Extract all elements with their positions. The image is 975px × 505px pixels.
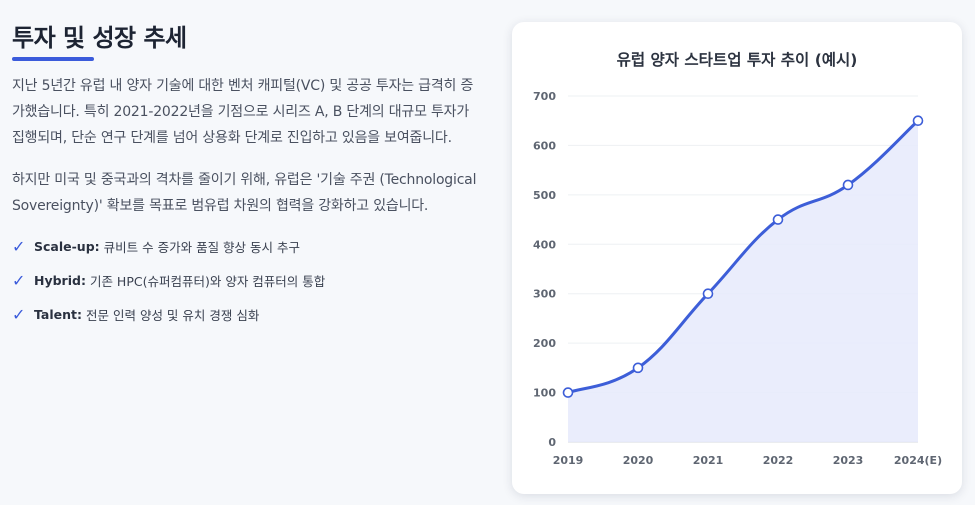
y-tick-label: 700 — [533, 90, 556, 103]
bullet-talent: ✓ Talent: 전문 인력 양성 및 유치 경쟁 심화 — [12, 303, 482, 325]
check-icon: ✓ — [12, 304, 26, 324]
bullet-scale-up: ✓ Scale-up: 큐비트 수 증가와 품질 향상 동시 추구 — [12, 235, 482, 257]
data-point-2023 — [842, 179, 854, 191]
y-tick-label: 400 — [533, 238, 556, 251]
bullet-label: Hybrid: — [34, 272, 86, 288]
x-tick-label: 2019 — [553, 454, 584, 467]
text-section: 투자 및 성장 추세 지난 5년간 유럽 내 양자 기술에 대한 벤처 캐피털(… — [12, 18, 482, 337]
y-tick-label: 300 — [533, 288, 556, 301]
line-chart: 0 100 200 300 400 500 600 700 2019 2020 2021 2022 20… — [533, 90, 942, 467]
paragraph-investment: 지난 5년간 유럽 내 양자 기술에 대한 벤처 캐피털(VC) 및 공공 투자… — [12, 78, 474, 146]
bullet-label: Scale-up: — [34, 238, 100, 254]
x-tick-label: 2020 — [623, 454, 654, 467]
bullet-text: 전문 인력 양성 및 유치 경쟁 심화 — [86, 307, 260, 323]
x-tick-label: 2023 — [833, 454, 864, 467]
data-point-2021 — [702, 288, 714, 300]
bullet-hybrid: ✓ Hybrid: 기존 HPC(슈퍼컴퓨터)와 양자 컴퓨터의 통합 — [12, 269, 482, 291]
paragraph-sovereignty: 하지만 미국 및 중국과의 격차를 줄이기 위해, 유럽은 '기술 주권 (Te… — [12, 172, 477, 214]
data-point-2020 — [632, 362, 644, 374]
data-point-2022 — [772, 214, 784, 225]
y-tick-label: 0 — [548, 436, 556, 449]
y-tick-label: 200 — [533, 337, 556, 350]
chart-title: 유럽 양자 스타트업 투자 추이 (예시) — [616, 51, 858, 69]
x-tick-label: 2022 — [763, 454, 794, 467]
data-point-2019 — [562, 387, 574, 398]
bullet-list: ✓ Scale-up: 큐비트 수 증가와 품질 향상 동시 추구 ✓ Hybr… — [12, 235, 482, 325]
check-icon: ✓ — [12, 270, 26, 290]
check-icon: ✓ — [12, 236, 26, 256]
area-fill — [568, 120, 918, 442]
chart-card: 유럽 양자 스타트업 투자 추이 (예시) 0 100 200 300 400 500 60… — [512, 22, 962, 494]
x-tick-label: 2024(E) — [894, 454, 942, 467]
section-title: 투자 및 성장 추세 — [12, 24, 187, 52]
y-tick-label: 100 — [533, 387, 556, 400]
bullet-text: 큐비트 수 증가와 품질 향상 동시 추구 — [103, 239, 300, 255]
y-tick-label: 500 — [533, 189, 556, 202]
data-point-2024(E) — [912, 115, 924, 127]
title-underline — [12, 57, 94, 61]
bullet-label: Talent: — [34, 306, 82, 322]
y-tick-label: 600 — [533, 139, 556, 152]
x-tick-label: 2021 — [693, 454, 724, 467]
bullet-text: 기존 HPC(슈퍼컴퓨터)와 양자 컴퓨터의 통합 — [89, 273, 326, 289]
